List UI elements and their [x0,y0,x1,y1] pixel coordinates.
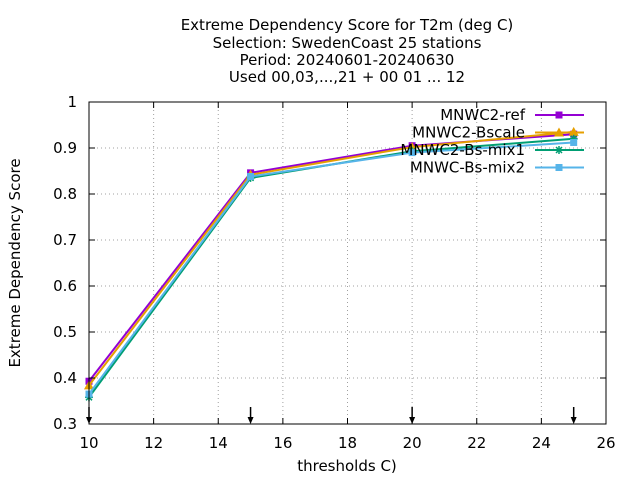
x-tick-label: 26 [596,434,615,452]
title-line-1: Extreme Dependency Score for T2m (deg C) [181,16,514,34]
data-point [555,146,563,154]
data-point [568,126,579,136]
series-line [88,137,574,398]
x-tick-label: 16 [273,434,292,452]
data-point [570,138,578,146]
x-tick-label: 10 [79,434,98,452]
y-tick-label: 0.9 [53,139,77,157]
y-tick-label: 0.7 [53,231,77,249]
legend-item: MNWC-Bs-mix2 [410,159,584,177]
x-tick-label: 20 [403,434,422,452]
title-line-3: Period: 20240601-20240630 [240,51,455,69]
series-line [88,130,574,387]
x-tick-label: 22 [467,434,486,452]
y-tick-label: 0.8 [53,185,77,203]
series-MNWC-Bs-mix2 [85,138,578,398]
data-point [247,173,255,181]
x-tick-label: 18 [338,434,357,452]
x-axis-label: thresholds C) [297,457,397,475]
x-tick-label: 24 [532,434,551,452]
legend-item: MNWC2-Bs-mix1 [400,141,584,159]
threshold-arrow [86,407,92,424]
legend-label: MNWC2-Bs-mix1 [400,141,525,159]
y-tick-label: 1 [67,93,77,111]
threshold-arrow [409,407,416,424]
legend-label: MNWC2-ref [440,106,525,124]
data-point [555,164,563,171]
x-tick-label: 12 [144,434,163,452]
data-point [408,149,416,157]
legend: MNWC2-refMNWC2-BscaleMNWC2-Bs-mix1MNWC-B… [400,106,584,177]
threshold-arrow [570,407,577,424]
data-point [555,111,563,119]
ticks: 10 12 14 16 18 20 22 24 26 0.3 0.4 0.5 0.6 0.7 0.8 0.9 1 [53,93,615,452]
legend-item: MNWC2-Bscale [412,124,584,142]
y-tick-label: 0.5 [53,323,77,341]
series-line [88,141,574,395]
y-tick-label: 0.4 [53,369,77,387]
y-axis-label: Extreme Dependency Score [6,158,24,367]
y-tick-label: 0.6 [53,277,77,295]
title-line-2: Selection: SwedenCoast 25 stations [213,34,482,52]
data-point [554,127,564,137]
threshold-arrow [247,407,254,424]
legend-item: MNWC2-ref [440,106,584,124]
legend-label: MNWC2-Bscale [412,124,525,142]
title-line-4: Used 00,03,...,21 + 00 01 ... 12 [229,68,465,86]
threshold-markers [86,407,577,424]
x-tick-label: 14 [209,434,228,452]
legend-label: MNWC-Bs-mix2 [410,159,525,177]
y-tick-label: 0.3 [53,415,77,433]
chart-title: Extreme Dependency Score for T2m (deg C)… [181,16,514,86]
series-layer [84,126,579,402]
grid [89,102,606,424]
